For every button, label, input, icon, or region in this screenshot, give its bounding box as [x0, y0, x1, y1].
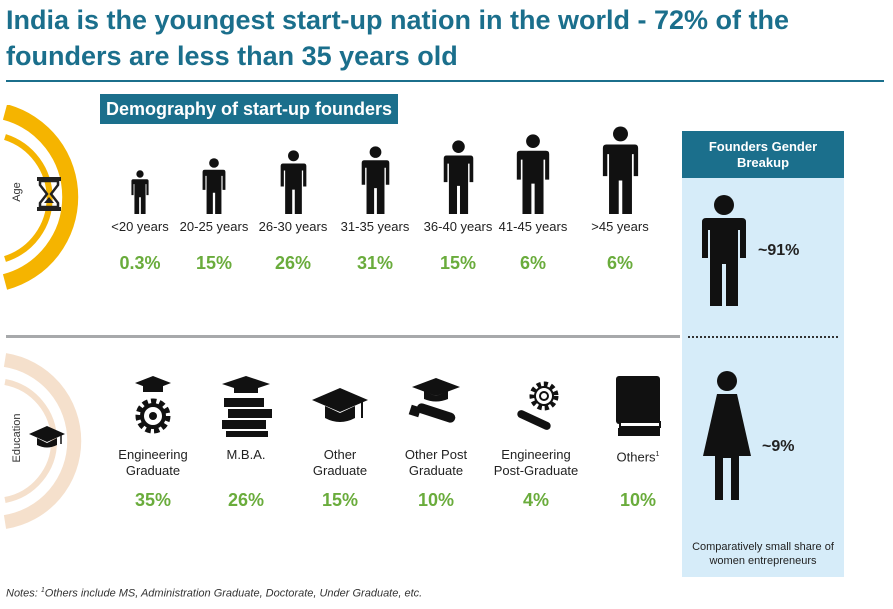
gear-diploma-icon	[517, 381, 559, 430]
age-person-icon	[361, 146, 389, 214]
hourglass-icon	[37, 177, 61, 211]
age-value-label: 6%	[606, 253, 633, 273]
male-share-value: ~91%	[758, 242, 800, 259]
education-value-label: 15%	[321, 490, 359, 510]
graduation-cap-icon	[29, 426, 65, 448]
age-value-label: 31%	[356, 253, 394, 273]
education-value-label: 10%	[417, 490, 455, 510]
age-value-label: 26%	[274, 253, 312, 273]
education-category-label: M.B.A.	[226, 447, 266, 462]
age-value-label: 15%	[439, 253, 477, 273]
age-category-label: 20-25 years	[179, 219, 249, 234]
page-title: India is the youngest start-up nation in…	[6, 5, 790, 71]
footnote-prefix: Notes:	[6, 587, 41, 600]
education-value-label: 26%	[227, 490, 265, 510]
age-category-label: >45 years	[591, 219, 649, 234]
education-category-label: Engineering Graduate	[118, 447, 188, 478]
footnote: Notes: 1Others include MS, Administratio…	[6, 587, 422, 600]
gender-header: Founders Gender Breakup	[682, 131, 844, 178]
diploma-cap-icon	[408, 378, 460, 423]
education-category-label: Other Graduate	[312, 447, 368, 478]
demography-label: Demography of start-up founders	[100, 94, 399, 124]
male-person-icon	[702, 195, 746, 306]
female-share-value: ~9%	[762, 438, 795, 455]
footnote-mark: 1	[40, 587, 45, 594]
gender-note: Comparatively small share of women entre…	[692, 541, 834, 567]
age-side-label: Age	[11, 182, 23, 202]
title-divider	[6, 80, 884, 82]
gear-cap-icon	[135, 376, 171, 434]
age-category-label: 36-40 years	[423, 219, 493, 234]
section-divider	[6, 335, 680, 338]
age-person-icon	[280, 150, 306, 214]
age-person-icon	[202, 158, 226, 214]
age-person-icon	[131, 170, 149, 214]
others-footnote-mark: 1	[655, 451, 660, 458]
age-category-label: 31-35 years	[340, 219, 410, 234]
education-side-label: Education	[11, 413, 23, 463]
book-icon	[616, 376, 661, 436]
age-value-label: 0.3%	[119, 253, 161, 273]
age-value-label: 15%	[195, 253, 233, 273]
education-value-label: 4%	[522, 490, 549, 510]
gender-panel	[682, 131, 844, 577]
education-value-label: 10%	[619, 490, 657, 510]
female-person-icon	[703, 371, 751, 500]
education-category-label: Engineering Post-Graduate	[493, 447, 579, 478]
age-value-label: 6%	[519, 253, 546, 273]
age-person-icon	[516, 134, 550, 214]
education-category-label: Others1	[616, 449, 660, 465]
age-category-label: 41-45 years	[498, 219, 568, 234]
age-person-icon	[443, 140, 473, 214]
graduation-cap-icon	[312, 388, 368, 422]
age-person-icon	[602, 126, 638, 214]
age-category-label: 26-30 years	[258, 219, 328, 234]
books-cap-icon	[222, 376, 272, 437]
education-value-label: 35%	[134, 490, 172, 510]
education-category-label: Other Post Graduate	[404, 447, 468, 478]
age-category-label: <20 years	[111, 219, 169, 234]
gender-divider	[688, 336, 838, 338]
footnote-text: Others include MS, Administration Gradua…	[44, 587, 423, 600]
